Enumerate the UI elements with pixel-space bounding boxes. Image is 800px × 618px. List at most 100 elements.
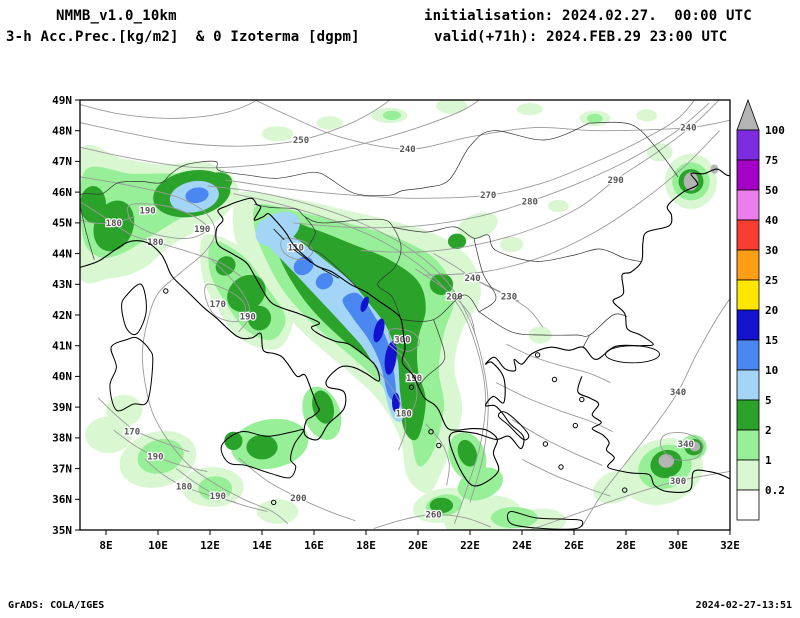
isoline bbox=[80, 176, 289, 525]
lat-tick-label: 49N bbox=[52, 94, 72, 107]
precip-area bbox=[85, 416, 132, 454]
colorbar-tick-label: 100 bbox=[765, 124, 785, 137]
lat-tick-label: 37N bbox=[52, 462, 72, 475]
lat-tick-label: 39N bbox=[52, 401, 72, 414]
precip-area bbox=[106, 394, 143, 426]
coastline-mainland bbox=[80, 168, 730, 487]
isoline-label: 180 bbox=[176, 482, 192, 492]
isoline bbox=[529, 470, 730, 530]
isoline-label: 200 bbox=[446, 293, 462, 303]
isoline bbox=[433, 253, 520, 302]
isoline-label: 230 bbox=[501, 293, 517, 303]
coastline-anatolia bbox=[577, 376, 730, 493]
model-title: NMMB_v1.0_10km bbox=[56, 8, 177, 24]
colorbar-segment bbox=[736, 309, 760, 341]
country-borders bbox=[80, 121, 679, 387]
lat-tick-label: 36N bbox=[52, 493, 72, 506]
coastlines bbox=[80, 168, 730, 530]
isoline bbox=[373, 514, 491, 529]
isoline bbox=[80, 100, 480, 169]
precip-area bbox=[262, 126, 294, 142]
variable-title: 3-h Acc.Prec.[kg/m2] & 0 Izoterma [dgpm] bbox=[6, 29, 360, 45]
isoline-label: 290 bbox=[607, 176, 623, 186]
precip-area bbox=[587, 113, 603, 123]
colorbar-segment bbox=[736, 159, 760, 191]
isoline-label: 190 bbox=[194, 225, 210, 235]
precip-area bbox=[312, 390, 335, 424]
precip-area bbox=[227, 274, 266, 313]
isoline-label: 190 bbox=[147, 452, 163, 462]
isoline bbox=[207, 185, 489, 503]
isoline-label: 180 bbox=[396, 409, 412, 419]
island-dot bbox=[271, 499, 277, 506]
isoline bbox=[204, 283, 246, 323]
isoline-labels: 250 240 240 290 270 280 190 190 180 180 110 170 190 3… bbox=[104, 122, 697, 521]
isoline bbox=[495, 382, 614, 433]
lon-tick-label: 8E bbox=[99, 539, 112, 552]
precip-area bbox=[636, 109, 658, 122]
precip-area bbox=[457, 467, 504, 501]
lon-tick-label: 22E bbox=[460, 539, 480, 552]
border-line bbox=[80, 160, 330, 260]
island-dot bbox=[534, 352, 541, 358]
lat-tick-label: 48N bbox=[52, 125, 72, 138]
lat-tick-label: 47N bbox=[52, 155, 72, 168]
precip-area bbox=[247, 305, 272, 331]
isoline bbox=[293, 102, 710, 229]
isoline bbox=[80, 100, 258, 119]
isoline bbox=[80, 216, 135, 224]
isoline-label: 190 bbox=[240, 313, 256, 323]
grads-credit: GrADS: COLA/IGES bbox=[8, 600, 105, 611]
precip-area bbox=[499, 236, 524, 253]
isoline bbox=[144, 459, 237, 503]
lon-tick-label: 20E bbox=[408, 539, 428, 552]
precip-area bbox=[384, 341, 397, 375]
isoline-label: 180 bbox=[147, 238, 163, 248]
colorbar-tick-label: 75 bbox=[765, 154, 778, 167]
precip-area bbox=[256, 219, 403, 423]
lon-tick-label: 10E bbox=[148, 539, 168, 552]
precip-area bbox=[490, 507, 538, 529]
island-strip bbox=[321, 268, 339, 279]
lat-tick-label: 46N bbox=[52, 186, 72, 199]
colorbar-tick-label: 5 bbox=[765, 394, 772, 407]
precip-area bbox=[683, 172, 699, 191]
isoline bbox=[127, 203, 208, 239]
isoline bbox=[521, 458, 611, 497]
island-dot bbox=[558, 464, 564, 470]
island-outline bbox=[109, 336, 154, 412]
island-dot bbox=[428, 429, 434, 435]
colorbar-segment bbox=[736, 429, 760, 461]
precip-area bbox=[429, 497, 454, 514]
creation-timestamp: 2024-02-27-13:51 bbox=[695, 600, 792, 611]
isoline-label: 190 bbox=[210, 492, 226, 502]
lat-tick-label: 42N bbox=[52, 309, 72, 322]
isoline-label: 280 bbox=[522, 197, 538, 207]
precip-area bbox=[185, 187, 209, 204]
isoline-label: 190 bbox=[139, 207, 155, 217]
isoline-label: 240 bbox=[464, 274, 480, 284]
lon-tick-label: 14E bbox=[252, 539, 272, 552]
colorbar-tick-label: 25 bbox=[765, 274, 778, 287]
island-dot bbox=[408, 384, 415, 390]
lon-tick-label: 32E bbox=[720, 539, 740, 552]
colorbar-segment bbox=[736, 489, 760, 521]
lat-tick-label: 38N bbox=[52, 432, 72, 445]
precip-area bbox=[592, 470, 639, 504]
isoline bbox=[388, 328, 420, 352]
lon-tick-label: 28E bbox=[616, 539, 636, 552]
precip-area bbox=[224, 431, 243, 451]
border-line bbox=[329, 122, 590, 197]
lon-tick-label: 18E bbox=[356, 539, 376, 552]
border-line bbox=[589, 121, 679, 178]
border-line bbox=[393, 226, 642, 262]
island-dot bbox=[436, 442, 442, 449]
colorbar-tick-label: 15 bbox=[765, 334, 778, 347]
colorbar-tick-label: 50 bbox=[765, 184, 778, 197]
lat-tick-label: 41N bbox=[52, 340, 72, 353]
colorbar-segment bbox=[736, 279, 760, 311]
isoline-label: 240 bbox=[680, 124, 696, 134]
border-line bbox=[417, 319, 446, 387]
isoline bbox=[506, 343, 611, 384]
